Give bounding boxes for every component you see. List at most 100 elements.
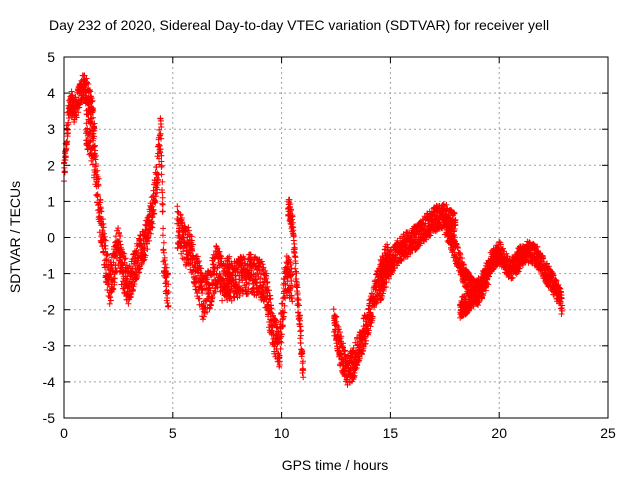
data-point-marker: [100, 224, 107, 231]
data-point-marker: [288, 272, 295, 279]
data-point-marker: [213, 281, 220, 288]
data-point-marker: [75, 109, 82, 116]
data-point-marker: [144, 246, 151, 253]
data-point-marker: [88, 121, 94, 127]
data-point-marker: [158, 162, 165, 169]
data-point-marker: [145, 234, 152, 241]
data-point-marker: [124, 276, 131, 283]
data-point-marker: [97, 197, 104, 204]
data-point-marker: [179, 231, 186, 238]
data-point-marker: [165, 289, 172, 295]
data-point-marker: [174, 208, 181, 215]
data-point-marker: [65, 121, 72, 128]
data-point-marker: [177, 212, 184, 219]
data-point-marker: [165, 281, 172, 288]
data-point-marker: [102, 245, 109, 252]
data-point-marker: [209, 294, 216, 301]
data-point-marker: [282, 281, 289, 288]
data-point-marker: [295, 296, 302, 303]
data-point-marker: [159, 201, 166, 208]
data-point-marker: [200, 313, 207, 320]
data-point-marker: [204, 276, 211, 283]
data-point-marker: [131, 281, 138, 287]
y-axis-label: SDTVAR / TECUs: [7, 181, 23, 293]
data-point-marker: [98, 208, 105, 215]
data-point-marker: [189, 246, 195, 253]
data-point-marker: [85, 111, 92, 118]
data-point-marker: [142, 252, 149, 259]
data-point-marker: [240, 255, 247, 262]
data-point-marker: [214, 245, 221, 252]
data-point-marker: [82, 100, 89, 107]
data-point-marker: [152, 199, 159, 206]
data-point-marker: [159, 178, 166, 185]
data-point-marker: [278, 331, 285, 338]
data-point-marker: [125, 300, 132, 307]
data-point-marker: [289, 298, 296, 305]
data-point-marker: [226, 253, 233, 260]
data-point-marker: [158, 124, 165, 130]
data-point-marker: [93, 161, 100, 167]
data-point-marker: [185, 227, 192, 234]
data-point-marker: [87, 88, 94, 95]
data-point-marker: [106, 300, 113, 307]
data-point-marker: [119, 269, 126, 276]
data-point-marker: [151, 210, 158, 217]
data-point-marker: [95, 181, 102, 188]
data-point-marker: [260, 264, 267, 271]
y-tick-label: 4: [47, 85, 55, 101]
data-point-marker: [248, 267, 255, 274]
data-point-marker: [264, 279, 271, 285]
data-point-marker: [155, 141, 162, 148]
data-point-marker: [158, 171, 165, 178]
y-tick-label: -1: [43, 266, 56, 282]
data-point-marker: [216, 270, 223, 277]
data-point-marker: [292, 265, 299, 272]
data-point-marker: [85, 81, 92, 87]
grid-lines: [64, 57, 608, 418]
data-point-marker: [234, 269, 241, 276]
data-point-marker: [298, 327, 304, 334]
data-point-marker: [110, 285, 117, 292]
data-point-marker: [174, 203, 181, 210]
data-point-marker: [159, 194, 166, 201]
data-point-marker: [110, 259, 117, 266]
data-point-marker: [94, 167, 101, 174]
data-point-marker: [64, 138, 71, 145]
data-point-marker: [194, 253, 201, 260]
x-tick-label: 25: [600, 425, 616, 441]
data-point-marker: [162, 261, 169, 268]
data-point-marker: [265, 299, 272, 306]
data-point-marker: [69, 92, 76, 98]
data-point-marker: [146, 237, 153, 244]
data-point-marker: [217, 252, 224, 259]
data-point-marker: [155, 177, 162, 184]
data-point-marker: [163, 264, 170, 271]
data-point-marker: [163, 278, 170, 285]
data-point-marker: [121, 250, 128, 257]
data-point-marker: [149, 220, 156, 227]
data-point-marker: [87, 126, 94, 133]
data-point-marker: [159, 200, 166, 207]
y-tick-label: 2: [47, 157, 55, 173]
data-point-marker: [196, 295, 203, 302]
data-point-marker: [194, 259, 201, 266]
x-tick-label: 20: [491, 425, 507, 441]
data-point-marker: [116, 238, 123, 245]
data-point-marker: [300, 367, 307, 374]
x-tick-label: 5: [169, 425, 177, 441]
y-tick-label: -4: [43, 374, 56, 390]
data-point-marker: [160, 225, 167, 232]
data-point-marker: [84, 125, 91, 132]
data-point-marker: [158, 135, 165, 142]
data-point-marker: [253, 292, 260, 299]
y-tick-label: 5: [47, 49, 55, 65]
data-point-marker: [330, 306, 337, 313]
data-point-marker: [281, 302, 288, 309]
data-point-marker: [208, 272, 215, 279]
data-point-marker: [134, 273, 141, 280]
data-point-marker: [149, 214, 156, 221]
data-point-marker: [279, 308, 286, 315]
data-point-marker: [277, 346, 284, 352]
data-point-marker: [258, 258, 265, 265]
